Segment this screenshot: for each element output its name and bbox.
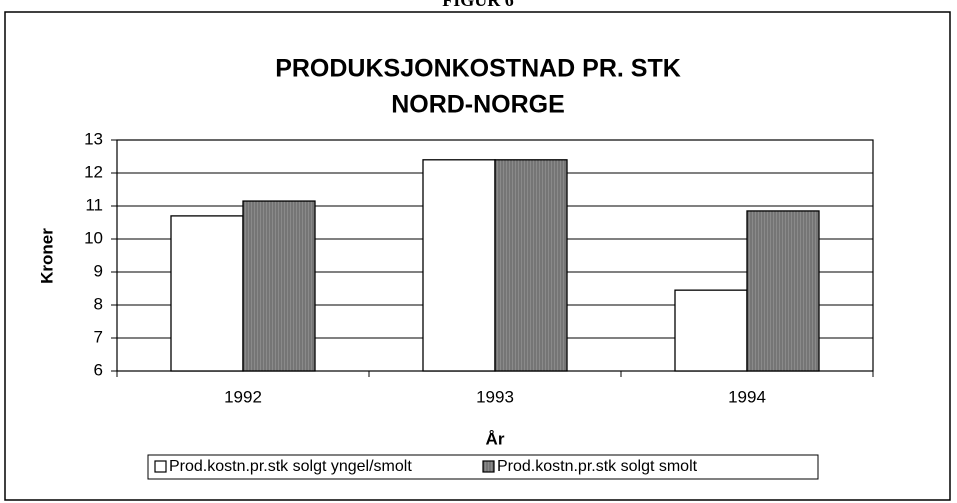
legend-label: Prod.kostn.pr.stk solgt smolt — [497, 458, 698, 475]
chart-subtitle: NORD-NORGE — [391, 91, 565, 119]
y-tick-label: 10 — [84, 228, 103, 247]
legend-swatch — [482, 460, 495, 473]
y-tick-label: 11 — [85, 195, 103, 214]
x-tick-label: 1994 — [728, 387, 766, 406]
y-tick-label: 12 — [84, 162, 103, 181]
y-tick-label: 6 — [94, 360, 103, 379]
y-tick-label: 8 — [94, 294, 103, 313]
legend-label: Prod.kostn.pr.stk solgt yngel/smolt — [169, 458, 412, 475]
x-tick-label: 1992 — [224, 387, 262, 406]
bar — [242, 200, 316, 372]
bar — [494, 159, 568, 372]
bar — [170, 215, 244, 372]
chart-title: PRODUKSJONKOSTNAD PR. STK — [275, 55, 681, 83]
bar — [674, 289, 748, 372]
y-tick-label: 7 — [94, 327, 103, 346]
legend-swatch — [154, 460, 167, 473]
x-axis-label: År — [486, 429, 505, 448]
bar — [422, 159, 496, 372]
x-tick-label: 1993 — [476, 387, 514, 406]
figure-label: FIGUR 6 — [442, 0, 514, 10]
chart-frame — [4, 11, 951, 501]
y-axis-label: Kroner — [37, 228, 56, 284]
y-tick-label: 9 — [94, 261, 103, 280]
y-tick-label: 13 — [84, 129, 103, 148]
legend-box — [147, 454, 819, 480]
bar — [746, 210, 820, 372]
